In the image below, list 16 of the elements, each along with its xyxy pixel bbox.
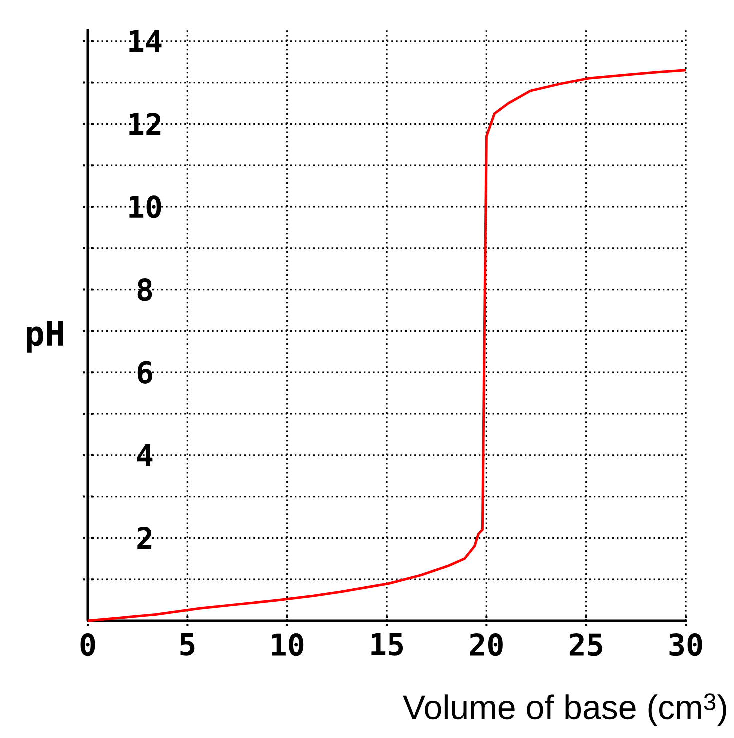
x-axis-title: Volume of base (cm$^{3}$) <box>403 694 726 726</box>
y-axis-title: pH <box>27 321 64 353</box>
y-tick-label: 4 <box>137 444 153 466</box>
x-tick-label: 30 <box>670 634 702 656</box>
y-tick-label: 6 <box>138 361 152 384</box>
x-tick-label: 10 <box>272 634 304 656</box>
x-tick-label: 20 <box>470 634 503 656</box>
x-tick-label: 5 <box>180 634 195 656</box>
x-tick-label: 0 <box>80 634 96 656</box>
y-tick-label: 2 <box>138 527 152 550</box>
y-tick-label: 14 <box>130 30 162 52</box>
y-tick-label: 10 <box>130 196 162 218</box>
x-tick-label: 15 <box>372 634 404 656</box>
x-tick-label: 25 <box>570 634 602 656</box>
y-tick-label: 12 <box>130 113 161 136</box>
y-tick-label: 8 <box>138 278 152 302</box>
